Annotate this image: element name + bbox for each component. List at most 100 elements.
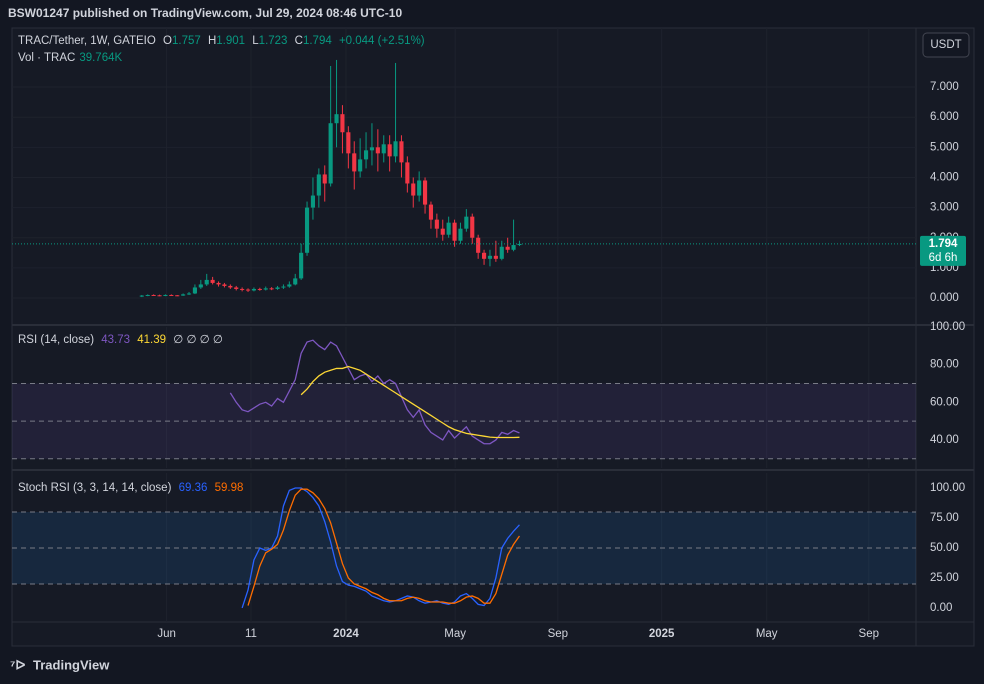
rsi-extra: ∅ ∅ ∅ ∅ — [173, 334, 223, 346]
stoch-d-value: 59.98 — [214, 482, 244, 494]
candle-body — [322, 174, 327, 184]
candle-body — [328, 123, 333, 184]
candle-body — [363, 150, 369, 160]
y-tick-label: 80.00 — [930, 359, 959, 371]
candle-body — [222, 284, 227, 286]
x-tick-label: 2025 — [649, 628, 675, 640]
candle-body — [151, 294, 156, 296]
ohlc-value: 1.723 — [258, 35, 288, 47]
candle-body — [275, 287, 280, 289]
candle-body — [263, 288, 268, 290]
last-price-box — [920, 235, 966, 266]
candle-body — [487, 255, 493, 259]
candle-body — [399, 141, 404, 163]
candle-body — [375, 147, 380, 154]
candle-body — [175, 295, 180, 297]
candle-body — [269, 288, 274, 290]
candle-body — [440, 228, 445, 235]
candle-body — [411, 183, 416, 196]
candle-body — [216, 282, 221, 285]
candle-body — [192, 287, 197, 294]
x-tick-label: Sep — [548, 628, 568, 640]
candle-body — [452, 222, 457, 241]
candle-body — [505, 246, 510, 250]
candle-body — [446, 222, 451, 235]
candle-body — [304, 207, 310, 253]
candle-body — [352, 153, 357, 172]
indicator-line — [241, 487, 520, 609]
candle-body — [517, 243, 522, 246]
x-tick-label: 2024 — [333, 628, 359, 640]
y-tick-label: 6.000 — [930, 111, 959, 123]
x-tick-label: 11 — [245, 628, 257, 640]
candle-body — [511, 245, 516, 250]
ohlc-key: H — [207, 35, 217, 47]
candle-body — [163, 294, 168, 296]
candle-body — [181, 294, 186, 296]
y-tick-label: 0.00 — [930, 602, 952, 614]
candle-body — [428, 204, 434, 220]
candle-body — [422, 180, 428, 205]
volume-legend: Vol · TRAC 39.764K — [18, 52, 126, 64]
volume-title: Vol · TRAC — [18, 52, 76, 64]
candle-body — [340, 114, 345, 133]
candle-body — [251, 288, 256, 291]
candle-body — [346, 132, 351, 154]
currency-button[interactable] — [922, 32, 970, 58]
rsi-title: RSI (14, close) — [18, 334, 95, 346]
candle-body — [186, 293, 192, 295]
brand-icon: ⁷ᐅ — [10, 657, 25, 672]
candle-body — [245, 289, 251, 291]
rsi-value: 43.73 — [101, 334, 131, 346]
candle-body — [334, 114, 339, 124]
x-tick-label: May — [444, 628, 466, 640]
y-tick-label: 25.00 — [930, 572, 959, 584]
candle-body — [464, 216, 469, 229]
ohlc-key: L — [252, 35, 259, 47]
candle-body — [369, 147, 375, 151]
brand: TradingView — [33, 657, 110, 672]
ohlc-value: 1.901 — [216, 35, 246, 47]
candle-body — [417, 180, 422, 196]
rsi-ma-value: 41.39 — [137, 334, 167, 346]
publish-info: BSW01247 published on TradingView.com, J… — [8, 6, 402, 20]
candle-body — [210, 279, 215, 283]
last-price-label: 1.794 — [929, 238, 958, 250]
y-tick-label: 7.000 — [930, 81, 959, 93]
y-tick-label: 75.00 — [930, 512, 959, 524]
candle-body — [287, 284, 292, 287]
candle-body — [405, 162, 410, 184]
x-tick-label: Sep — [859, 628, 879, 640]
rsi-legend: RSI (14, close) 43.73 41.39 ∅ ∅ ∅ ∅ — [18, 332, 227, 346]
currency-label[interactable]: USDT — [930, 39, 961, 51]
countdown-label: 6d 6h — [929, 252, 958, 264]
change: +0.044 (+2.51%) — [338, 35, 425, 47]
volume-value: 39.764K — [79, 52, 123, 64]
candle-body — [310, 195, 316, 208]
ohlc-key: C — [294, 35, 303, 47]
candle-body — [169, 294, 174, 296]
stoch-k-value: 69.36 — [178, 482, 208, 494]
candle-body — [470, 216, 475, 238]
candle-body — [157, 295, 162, 297]
candle-body — [145, 294, 150, 296]
x-tick-label: May — [756, 628, 778, 640]
candle-body — [316, 174, 321, 196]
candle-body — [458, 228, 463, 241]
candle-body — [381, 144, 386, 154]
candle-body — [434, 219, 439, 229]
indicator-line — [300, 365, 520, 439]
x-tick-label: Jun — [157, 628, 176, 640]
y-tick-label: 0.000 — [930, 292, 959, 304]
y-tick-label: 5.000 — [930, 141, 959, 153]
indicator-line — [247, 488, 520, 606]
y-tick-label: 60.00 — [930, 396, 959, 408]
y-tick-label: 50.00 — [930, 542, 959, 554]
y-tick-label: 100.00 — [930, 321, 965, 333]
candle-body — [393, 141, 398, 157]
candle-body — [476, 237, 481, 253]
candle-body — [234, 287, 239, 289]
ohlc-value: 1.794 — [302, 35, 332, 47]
